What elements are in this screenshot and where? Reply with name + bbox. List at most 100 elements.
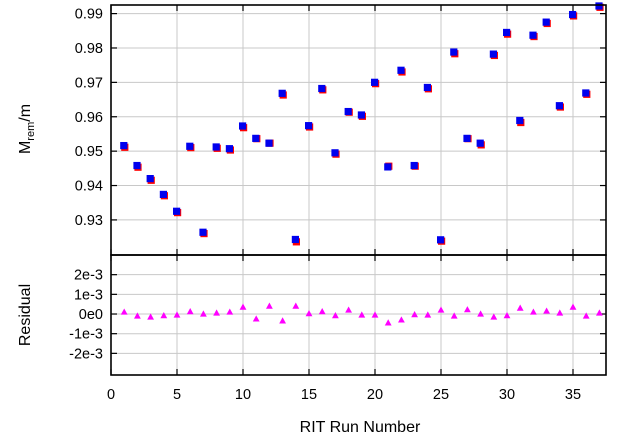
x-tick-label: 10 (235, 387, 251, 403)
data-point (133, 161, 141, 170)
y-tick-label: 1e-3 (74, 287, 103, 303)
data-point (357, 111, 365, 119)
data-point (173, 207, 181, 215)
residual-point (437, 306, 445, 313)
residual-point (305, 310, 313, 317)
data-point (384, 163, 392, 171)
y-tick-label: -1e-3 (69, 327, 103, 343)
residual-point (160, 311, 168, 319)
residual-point (266, 302, 273, 309)
residual-point (120, 308, 128, 315)
data-point (410, 161, 418, 170)
x-tick-label: 20 (367, 387, 383, 403)
data-point (331, 149, 339, 157)
data-point (489, 50, 497, 58)
data-point (463, 134, 471, 142)
residual-panel: 2e-3 1e-3 0e0 -1e-3 -2e-3 0 5 10 15 20 25 30 35 (69, 254, 607, 403)
residual-point (398, 316, 405, 323)
residual-point (384, 319, 392, 326)
data-point (225, 145, 233, 153)
residual-point (556, 309, 564, 316)
data-point (252, 134, 260, 142)
data-point (476, 139, 484, 147)
data-point (291, 235, 299, 244)
y-tick-label: 0.98 (75, 41, 103, 57)
x-tick-label: 0 (107, 387, 115, 403)
x-tick-label: 30 (499, 387, 515, 403)
residual-point (200, 310, 207, 317)
residual-point (213, 309, 220, 316)
residual-point (503, 311, 511, 319)
residual-point (358, 311, 366, 318)
data-point (120, 141, 128, 150)
residual-point (252, 315, 260, 322)
data-point (186, 142, 194, 150)
data-point (437, 236, 445, 244)
data-point (569, 10, 577, 19)
data-point (529, 31, 537, 39)
residual-point (596, 309, 603, 316)
data-point (555, 102, 563, 110)
y-tick-label: 0.95 (75, 144, 103, 160)
data-point (595, 2, 603, 10)
residual-point (147, 313, 154, 320)
residual-point (411, 311, 418, 318)
residual-point (371, 311, 379, 318)
residual-point (450, 312, 458, 319)
residual-point (516, 304, 524, 311)
residual-point (569, 303, 577, 310)
y-tick-label: 0.93 (75, 213, 103, 229)
residual-point (490, 313, 498, 320)
data-point (199, 228, 207, 236)
data-point (278, 89, 286, 97)
residual-point (530, 308, 537, 315)
data-point (516, 116, 524, 125)
y-axis-title-bottom: Residual (17, 284, 34, 346)
residual-point (582, 312, 590, 319)
residual-point (318, 308, 326, 315)
residual-point (332, 311, 339, 319)
residual-point (543, 307, 550, 314)
y-axis-title-top: Mrem/m (17, 104, 37, 154)
residual-point (226, 308, 234, 315)
residual-point (424, 311, 432, 318)
plot-frame (110, 4, 607, 256)
data-point (371, 78, 379, 86)
x-axis-title: RIT Run Number (300, 419, 421, 436)
data-point (344, 107, 352, 116)
residual-point (134, 312, 141, 319)
y-tick-label: 2e-3 (74, 268, 103, 284)
data-point (146, 175, 154, 183)
data-point (239, 122, 247, 130)
data-point (159, 190, 167, 199)
y-tick-label: -2e-3 (69, 346, 103, 362)
x-tick-label: 35 (565, 387, 581, 403)
residual-point (477, 310, 484, 317)
residual-point (292, 302, 300, 309)
y-tick-label: 0.94 (75, 179, 103, 195)
data-point (212, 143, 220, 151)
y-tick-label: 0.96 (75, 110, 103, 126)
residual-point (186, 308, 194, 315)
residual-point (464, 306, 471, 313)
plot-frame (110, 254, 607, 376)
residual-point (279, 317, 286, 324)
data-point (318, 84, 326, 93)
data-point (503, 28, 511, 37)
y-tick-label: 0.99 (75, 7, 103, 23)
data-point (397, 66, 405, 74)
y-tick-label: 0e0 (79, 307, 103, 323)
x-tick-label: 5 (173, 387, 181, 403)
x-tick-label: 15 (301, 387, 317, 403)
residual-point (345, 306, 352, 313)
top-panel: 0.93 0.94 0.95 0.96 0.97 0.98 0.99 (75, 2, 607, 256)
x-tick-label: 25 (433, 387, 449, 403)
data-point (305, 122, 313, 130)
residual-point (239, 303, 247, 310)
data-point (450, 48, 458, 56)
data-point (265, 139, 273, 147)
residual-point (173, 311, 181, 318)
data-point (542, 18, 550, 26)
y-tick-label: 0.97 (75, 75, 103, 91)
data-point (423, 83, 431, 92)
